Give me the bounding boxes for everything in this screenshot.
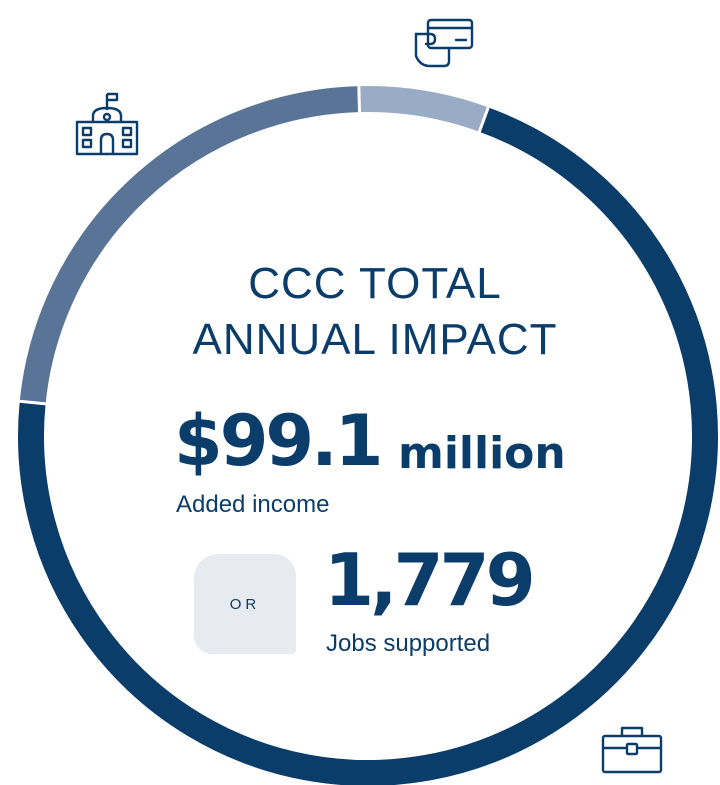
donut-slice-briefcase [18,107,718,785]
briefcase-icon [601,726,663,774]
chart-title-line-1: CCC TOTAL [248,259,502,308]
or-label: OR [229,595,261,613]
donut-slice-school-building [19,86,360,404]
income-label: Added income [176,491,330,518]
school-building-icon [75,92,139,156]
donut-slice-hand-card [358,86,489,132]
jobs-value: 1,779 [324,538,536,622]
income-value: $99.1 [174,400,383,482]
or-badge: OR [194,554,296,654]
slice-separator [6,398,59,407]
slice-separator [356,73,362,126]
income-unit: million [398,428,566,479]
hand-card-icon [414,18,474,68]
jobs-label: Jobs supported [326,630,491,657]
chart-title-line-2: ANNUAL IMPACT [192,315,558,364]
slice-separator [473,94,495,145]
